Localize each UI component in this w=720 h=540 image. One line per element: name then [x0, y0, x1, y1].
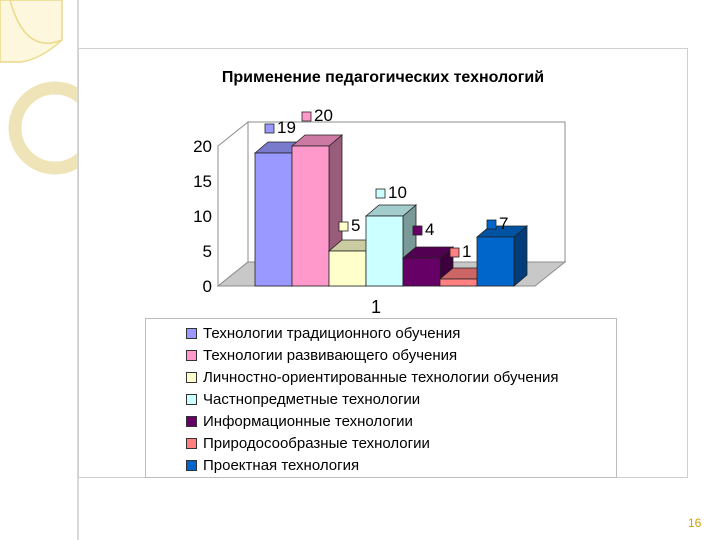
- y-tick-label: 10: [193, 207, 212, 226]
- page-number: 16: [688, 516, 702, 530]
- legend-label: Информационные технологии: [203, 412, 413, 430]
- legend-item: Технологии традиционного обучения: [186, 323, 460, 343]
- y-axis-ticks: 0 5 10 15 20: [193, 137, 212, 296]
- legend-item: Частнопредметные технологии: [186, 389, 420, 409]
- legend-label: Личностно-ориентированные технологии обу…: [203, 368, 559, 386]
- side-wall: [217, 120, 249, 288]
- svg-text:5: 5: [351, 216, 360, 235]
- svg-text:1: 1: [462, 242, 471, 261]
- legend-swatch: [186, 327, 197, 339]
- legend-item: Информационные технологии: [186, 411, 413, 431]
- x-category-label: 1: [371, 297, 381, 317]
- legend: Технологии традиционного обучения Техноло…: [145, 318, 617, 478]
- legend-label: Технологии развивающего обучения: [203, 346, 458, 364]
- data-labels: 19 20 5 10 4 1 7: [264, 106, 508, 261]
- legend-swatch: [186, 459, 197, 471]
- svg-text:19: 19: [277, 118, 296, 137]
- y-tick-label: 5: [203, 242, 212, 261]
- legend-label: Частнопредметные технологии: [203, 390, 421, 408]
- legend-label: Природосообразные технологии: [203, 434, 430, 452]
- y-tick-label: 15: [193, 172, 212, 191]
- bar-7: [475, 225, 529, 287]
- legend-label: Проектная технология: [203, 456, 360, 474]
- legend-swatch: [186, 393, 197, 405]
- legend-swatch: [186, 371, 197, 383]
- data-label-6: 1: [449, 242, 471, 261]
- data-label-5: 4: [412, 220, 434, 239]
- chart-title: Применение педагогических технологий: [222, 69, 544, 86]
- svg-text:10: 10: [388, 183, 407, 202]
- legend-item: Проектная технология: [186, 455, 359, 475]
- data-label-1: 19: [264, 118, 296, 137]
- legend-item: Природосообразные технологии: [186, 433, 430, 453]
- svg-text:20: 20: [314, 106, 333, 125]
- y-tick-label: 20: [193, 137, 212, 156]
- legend-swatch: [186, 349, 197, 361]
- legend-item: Личностно-ориентированные технологии обу…: [186, 367, 559, 387]
- legend-swatch: [186, 437, 197, 449]
- legend-label: Технологии традиционного обучения: [203, 324, 461, 342]
- legend-item: Технологии развивающего обучения: [186, 345, 457, 365]
- data-label-7: 7: [486, 214, 508, 233]
- data-label-4: 10: [375, 183, 407, 202]
- data-label-2: 20: [301, 106, 333, 125]
- data-label-3: 5: [338, 216, 360, 235]
- legend-swatch: [186, 415, 197, 427]
- svg-text:4: 4: [425, 220, 434, 239]
- y-tick-label: 0: [203, 277, 212, 296]
- svg-text:7: 7: [499, 214, 508, 233]
